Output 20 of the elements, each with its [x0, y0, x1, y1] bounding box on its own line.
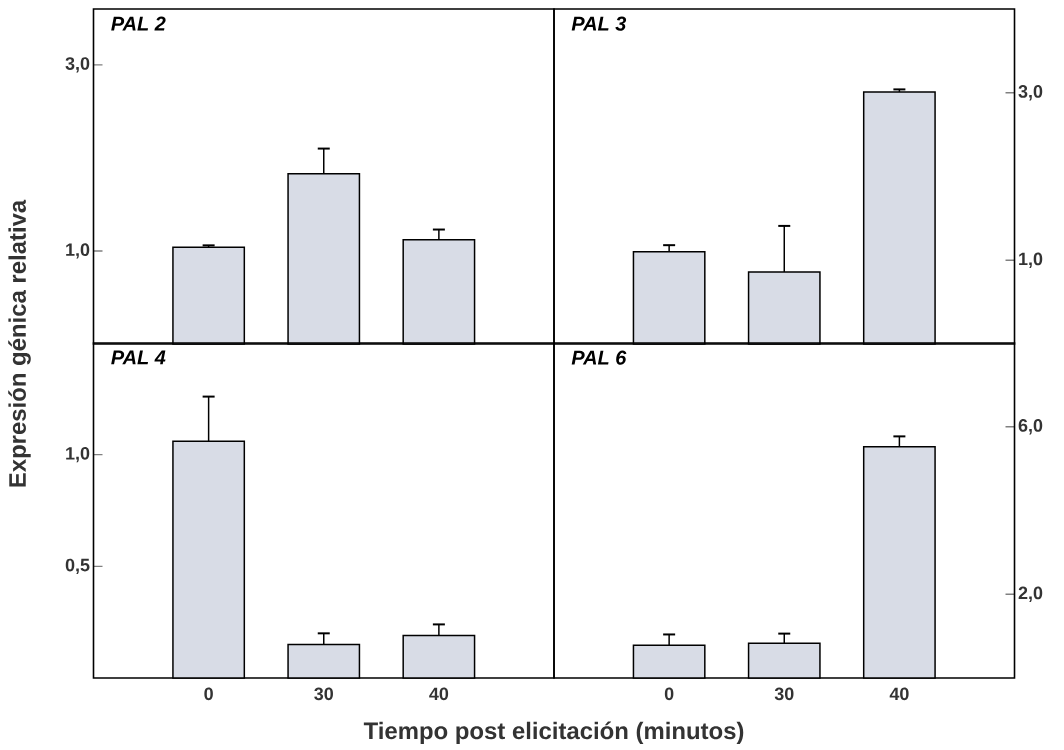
- chart-title: PAL 3: [571, 16, 627, 31]
- chart-title: PAL 2: [111, 16, 166, 31]
- chart-title: PAL 6: [571, 350, 627, 365]
- y-tick-label: 1,0: [66, 243, 90, 259]
- y-tick-label: 0,5: [65, 558, 90, 574]
- x-tick-label: 40: [429, 687, 449, 701]
- y-tick-label: 3,0: [65, 57, 90, 73]
- y-tick-label: 6,0: [1018, 419, 1043, 435]
- x-tick-label: 0: [204, 687, 213, 701]
- x-tick-label: 40: [889, 687, 909, 701]
- y-tick-label: 1,0: [66, 447, 90, 463]
- y-tick-label: 2,0: [1018, 586, 1043, 602]
- y-tick-label: 3,0: [1018, 85, 1043, 101]
- y-tick-label: 1,0: [1019, 252, 1043, 268]
- x-tick-label: 30: [774, 687, 794, 701]
- x-tick-label: 30: [314, 687, 333, 701]
- x-axis-title: Tiempo post elicitación (minutos): [363, 721, 744, 745]
- x-tick-label: 0: [664, 687, 674, 701]
- chart-title: PAL 4: [111, 350, 166, 365]
- y-axis-title: Expresión génica relativa: [8, 199, 31, 487]
